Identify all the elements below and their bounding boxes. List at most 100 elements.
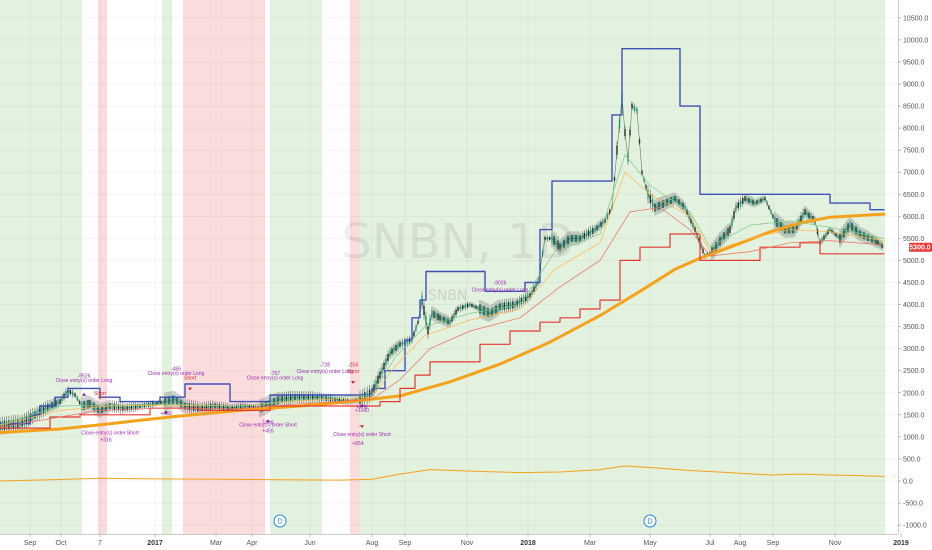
signal-arrow-down-icon [188, 387, 192, 391]
price-tick-label: 2000.0 [903, 390, 925, 397]
signal-arrow-down-icon [360, 425, 364, 429]
trade-annotation-label: +455 [262, 428, 273, 434]
trade-annotation-label: -254 [348, 362, 358, 368]
zone-red-6 [183, 0, 265, 534]
last-price-tag-bg [909, 242, 932, 252]
price-tick-label: 9000.0 [903, 82, 925, 89]
last-price-label: 5300.0 [909, 245, 931, 252]
symbol-watermark: SNBN, 1D [341, 214, 574, 270]
background-zones [0, 0, 898, 534]
price-tick-label: 1500.0 [903, 412, 925, 419]
series-ma-long [0, 212, 886, 434]
time-tick-label: Aug [734, 540, 747, 547]
time-tick-label: Mar [210, 540, 223, 547]
price-tick-label: 10000.0 [903, 37, 928, 44]
price-tick-label: 8000.0 [903, 126, 925, 133]
signal-arrow-down-icon [351, 380, 355, 384]
price-line [0, 97, 885, 427]
time-tick-label: 7 [98, 540, 102, 547]
time-tick-label: 2019 [893, 540, 909, 547]
trade-annotation-label: Close entry(s) order Long [297, 369, 354, 375]
price-tick-label: 6000.0 [903, 214, 925, 221]
series-trail-red [0, 207, 885, 428]
time-tick-label: Oct [56, 540, 67, 547]
price-tick-label: 4500.0 [903, 280, 925, 287]
dividend-marker-label: D [277, 519, 282, 526]
zone-white-12 [885, 0, 898, 534]
time-axis[interactable]: Sep Oct 7 2017 Mar Apr Jun Aug Sep Nov 2018 Mar May J… [24, 534, 909, 547]
plot-series [0, 48, 886, 482]
price-tick-label: 10500.0 [903, 15, 928, 22]
trade-annotation-label: Close entry(s) order Short [333, 432, 391, 438]
series-channel-upper [0, 48, 885, 425]
trade-annotation-label: -728 [320, 362, 330, 368]
time-tick-label: Nov [829, 540, 842, 547]
signal-arrow-up-icon [266, 419, 270, 423]
time-tick-label: Apr [247, 540, 259, 547]
time-tick-label: Mar [584, 540, 597, 547]
price-tick-label: 7500.0 [903, 148, 925, 155]
last-price-tag: 5300.0 [909, 242, 932, 252]
zone-white-7 [265, 0, 270, 534]
zone-green-4 [162, 0, 172, 534]
price-tick-label: 5000.0 [903, 258, 925, 265]
time-tick-label: Jun [304, 540, 315, 547]
time-tick-label: Sep [399, 540, 412, 547]
trade-annotation-label: +654 [352, 441, 363, 447]
zone-white-9 [322, 0, 350, 534]
trade-annotation-label: -9026 [494, 281, 507, 287]
price-tick-label: 500.0 [903, 456, 921, 463]
price-tick-label: 1000.0 [903, 434, 925, 441]
trade-annotation-label: Close entry(s) order Long [56, 378, 113, 384]
zone-green-0 [0, 0, 82, 534]
trade-annotation-label: Short [347, 369, 360, 375]
trade-annotation-label: Close entry(s) order Long [148, 371, 205, 377]
zone-green-8 [270, 0, 322, 534]
price-tick-label: 3500.0 [903, 324, 925, 331]
price-tick-label: 0.0 [903, 479, 913, 486]
time-tick-label: Aug [366, 540, 379, 547]
trade-annotation-label: Close entry(s) order Long [472, 287, 529, 293]
signal-arrow-up-icon [82, 392, 86, 396]
price-tick-label: 9500.0 [903, 59, 925, 66]
series-trail-orange [0, 171, 885, 426]
price-tick-label: 4000.0 [903, 302, 925, 309]
trade-annotation-label: Close entry(s) order Short [239, 423, 297, 429]
time-tick-label: 2017 [147, 540, 163, 547]
signal-arrow-down-icon [98, 396, 102, 400]
trade-annotation-label: Close entry(s) order Short [81, 431, 139, 437]
price-axis[interactable]: -1000.0 -500.0 0.0 500.0 1000.0 1500.0 2000.0 2… [898, 15, 928, 530]
trade-annotation-label: Short [94, 391, 107, 397]
dividend-marker-icon [643, 514, 657, 528]
trade-annotation-label: Close entry(s) order Long [247, 376, 304, 382]
dividend-marker-label: D [647, 519, 652, 526]
trade-annotation-label: -9526 [78, 373, 91, 379]
price-tick-label: 2500.0 [903, 368, 925, 375]
time-tick-label: May [643, 540, 657, 547]
time-tick-label: 2018 [520, 540, 536, 547]
zone-red-2 [98, 0, 107, 534]
time-tick-label: Jul [706, 540, 715, 547]
series-oscillator [0, 465, 885, 482]
symbol-watermark-small: SNBN [428, 288, 467, 304]
time-tick-label: Sep [24, 540, 37, 547]
price-tick-label: -500.0 [903, 501, 923, 508]
signal-arrow-up-icon [360, 403, 364, 407]
zone-white-5 [172, 0, 183, 534]
signal-arrow-up-icon [164, 410, 168, 414]
time-tick-label: Sep [767, 540, 780, 547]
price-tick-label: 8500.0 [903, 104, 925, 111]
price-tick-label: 3000.0 [903, 346, 925, 353]
trade-annotation-label: +1060 [355, 408, 369, 414]
zone-white-1 [82, 0, 98, 534]
time-tick-label: Nov [461, 540, 474, 547]
price-tick-label: -1000.0 [903, 523, 927, 530]
trade-annotation-label: Long [262, 420, 273, 426]
zone-red-10 [350, 0, 360, 534]
zone-white-3 [107, 0, 162, 534]
trade-annotation-label: +480 [160, 411, 171, 417]
price-tick-label: 5500.0 [903, 236, 925, 243]
trade-annotation-label: -486 [171, 367, 181, 373]
